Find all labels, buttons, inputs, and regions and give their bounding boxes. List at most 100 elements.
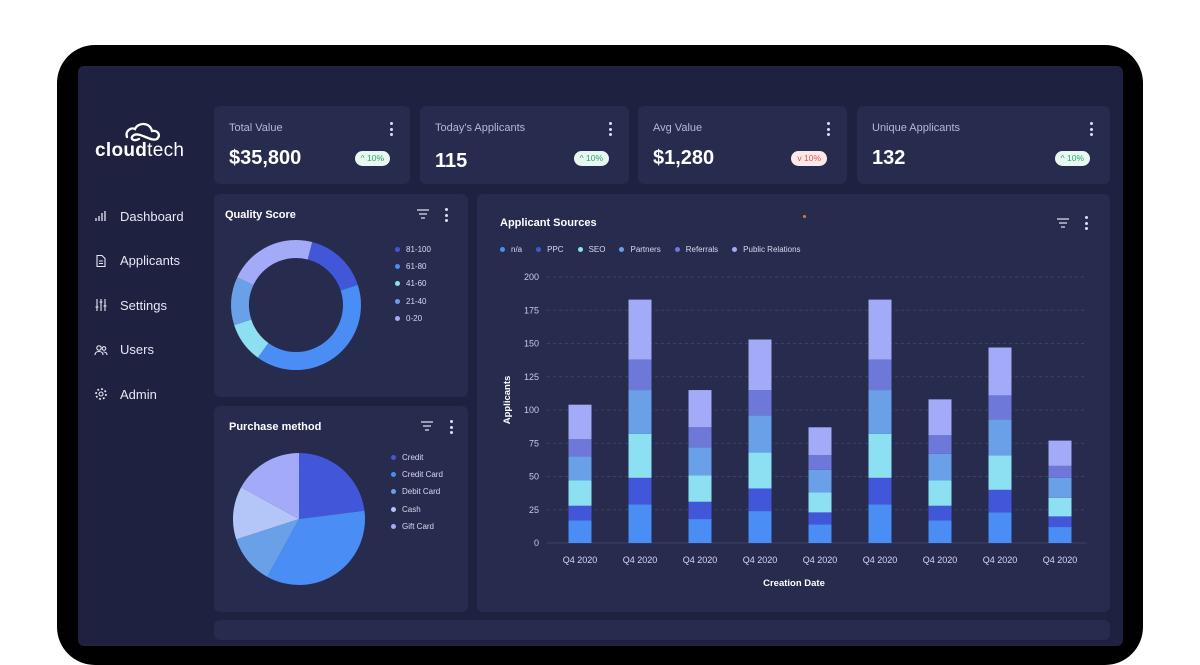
more-options-icon[interactable] [1090, 122, 1094, 136]
bar-segment-referrals[interactable] [568, 439, 592, 457]
bar-segment-partners[interactable] [568, 456, 592, 481]
legend-item-ppc[interactable]: PPC [536, 245, 564, 254]
bar-segment-n-a[interactable] [748, 511, 772, 543]
legend-item-debit-card[interactable]: Debit Card [391, 483, 443, 500]
bar-segment-ppc[interactable] [1048, 516, 1072, 528]
slice-41-60[interactable] [234, 319, 269, 358]
bar-segment-public-relations[interactable] [988, 347, 1012, 396]
filter-icon[interactable] [421, 421, 433, 431]
legend-item-81-100[interactable]: 81-100 [395, 241, 431, 258]
bar-segment-seo[interactable] [928, 480, 952, 506]
bar-segment-partners[interactable] [868, 390, 892, 434]
bar-segment-seo[interactable] [628, 433, 652, 478]
legend-item-cash[interactable]: Cash [391, 501, 443, 518]
bar-segment-public-relations[interactable] [628, 299, 652, 360]
bar-segment-partners[interactable] [808, 469, 832, 493]
sidebar-item-admin[interactable]: Admin [94, 372, 204, 417]
legend-item-public-relations[interactable]: Public Relations [732, 245, 801, 254]
legend-item-credit[interactable]: Credit [391, 449, 443, 466]
bar-segment-referrals[interactable] [628, 359, 652, 391]
legend-item-41-60[interactable]: 41-60 [395, 275, 431, 292]
more-options-icon[interactable] [390, 122, 394, 136]
bar-segment-partners[interactable] [1048, 477, 1072, 498]
bar-segment-n-a[interactable] [808, 524, 832, 543]
bar-segment-referrals[interactable] [1048, 465, 1072, 478]
legend-item-seo[interactable]: SEO [577, 245, 605, 254]
bar-segment-ppc[interactable] [928, 505, 952, 521]
bar-segment-n-a[interactable] [628, 504, 652, 543]
more-options-icon[interactable] [445, 208, 449, 222]
bar-segment-ppc[interactable] [868, 477, 892, 505]
bar-segment-referrals[interactable] [988, 395, 1012, 420]
brand-wordmark[interactable]: cloudtech [95, 140, 184, 162]
sidebar-item-applicants[interactable]: Applicants [94, 239, 204, 284]
change-value: 10% [803, 153, 821, 163]
bar-segment-public-relations[interactable] [568, 404, 592, 440]
legend-item-21-40[interactable]: 21-40 [395, 293, 431, 310]
bar-segment-public-relations[interactable] [928, 399, 952, 436]
slice-credit-card[interactable] [267, 510, 365, 585]
legend-swatch [619, 247, 625, 252]
bar-segment-n-a[interactable] [868, 504, 892, 543]
bar-segment-seo[interactable] [988, 455, 1012, 490]
bar-segment-ppc[interactable] [628, 477, 652, 505]
sidebar-item-users[interactable]: Users [94, 328, 204, 373]
bar-segment-seo[interactable] [808, 492, 832, 513]
bar-segment-ppc[interactable] [748, 488, 772, 512]
slice-0-20[interactable] [237, 240, 313, 285]
filter-icon[interactable] [1057, 218, 1069, 228]
bar-segment-seo[interactable] [1048, 497, 1072, 517]
stacked-bar-chart: 0 25 50 75 100 125 150 175 200 Q4 2020 Q4 2020 Q4 2… [502, 272, 1087, 589]
bar-segment-seo[interactable] [868, 433, 892, 478]
more-options-icon[interactable] [450, 420, 454, 434]
bar-segment-partners[interactable] [748, 415, 772, 453]
bar-segment-seo[interactable] [688, 475, 712, 502]
bar-segment-referrals[interactable] [748, 390, 772, 416]
bar-segment-ppc[interactable] [688, 501, 712, 520]
legend-item-61-80[interactable]: 61-80 [395, 258, 431, 275]
bar-segment-referrals[interactable] [688, 427, 712, 448]
bar-segment-public-relations[interactable] [868, 299, 892, 360]
filter-icon[interactable] [417, 209, 429, 219]
bar-segment-n-a[interactable] [1048, 527, 1072, 543]
legend-item-credit-card[interactable]: Credit Card [391, 466, 443, 483]
sidebar-item-dashboard[interactable]: Dashboard [94, 194, 204, 239]
bar-segment-ppc[interactable] [988, 489, 1012, 513]
more-options-icon[interactable] [609, 122, 613, 136]
bar-segment-seo[interactable] [568, 480, 592, 506]
bar-segment-ppc[interactable] [568, 505, 592, 521]
bar-segment-public-relations[interactable] [1048, 440, 1072, 466]
slice-credit[interactable] [299, 453, 365, 519]
slice-61-80[interactable] [257, 284, 361, 370]
slice-cash[interactable] [233, 487, 299, 540]
slice-debit-card[interactable] [236, 519, 299, 577]
bar-segment-partners[interactable] [988, 419, 1012, 456]
legend-item-0-20[interactable]: 0-20 [395, 310, 431, 327]
bar-segment-partners[interactable] [928, 453, 952, 481]
more-options-icon[interactable] [827, 122, 831, 136]
bar-segment-public-relations[interactable] [808, 427, 832, 456]
sidebar-item-settings[interactable]: Settings [94, 283, 204, 328]
slice-81-100[interactable] [307, 242, 358, 291]
bar-segment-n-a[interactable] [928, 520, 952, 543]
legend-item-partners[interactable]: Partners [619, 245, 661, 254]
bar-segment-n-a[interactable] [688, 519, 712, 543]
bar-segment-referrals[interactable] [808, 455, 832, 470]
bar-segment-n-a[interactable] [568, 520, 592, 543]
slice-gift-card[interactable] [241, 453, 299, 519]
bar-segment-ppc[interactable] [808, 512, 832, 525]
bar-segment-n-a[interactable] [988, 512, 1012, 543]
bar-segment-partners[interactable] [628, 390, 652, 434]
legend-item-referrals[interactable]: Referrals [674, 245, 718, 254]
more-options-icon[interactable] [1085, 216, 1089, 230]
legend-item-gift-card[interactable]: Gift Card [391, 518, 443, 535]
bar-segment-public-relations[interactable] [748, 339, 772, 391]
sidebar-item-label: Applicants [120, 253, 180, 269]
bar-segment-referrals[interactable] [868, 359, 892, 391]
bar-segment-seo[interactable] [748, 452, 772, 489]
bar-segment-partners[interactable] [688, 447, 712, 476]
bar-segment-referrals[interactable] [928, 435, 952, 454]
slice-21-40[interactable] [231, 277, 254, 326]
legend-item-n-a[interactable]: n/a [500, 245, 522, 254]
bar-segment-public-relations[interactable] [688, 390, 712, 428]
